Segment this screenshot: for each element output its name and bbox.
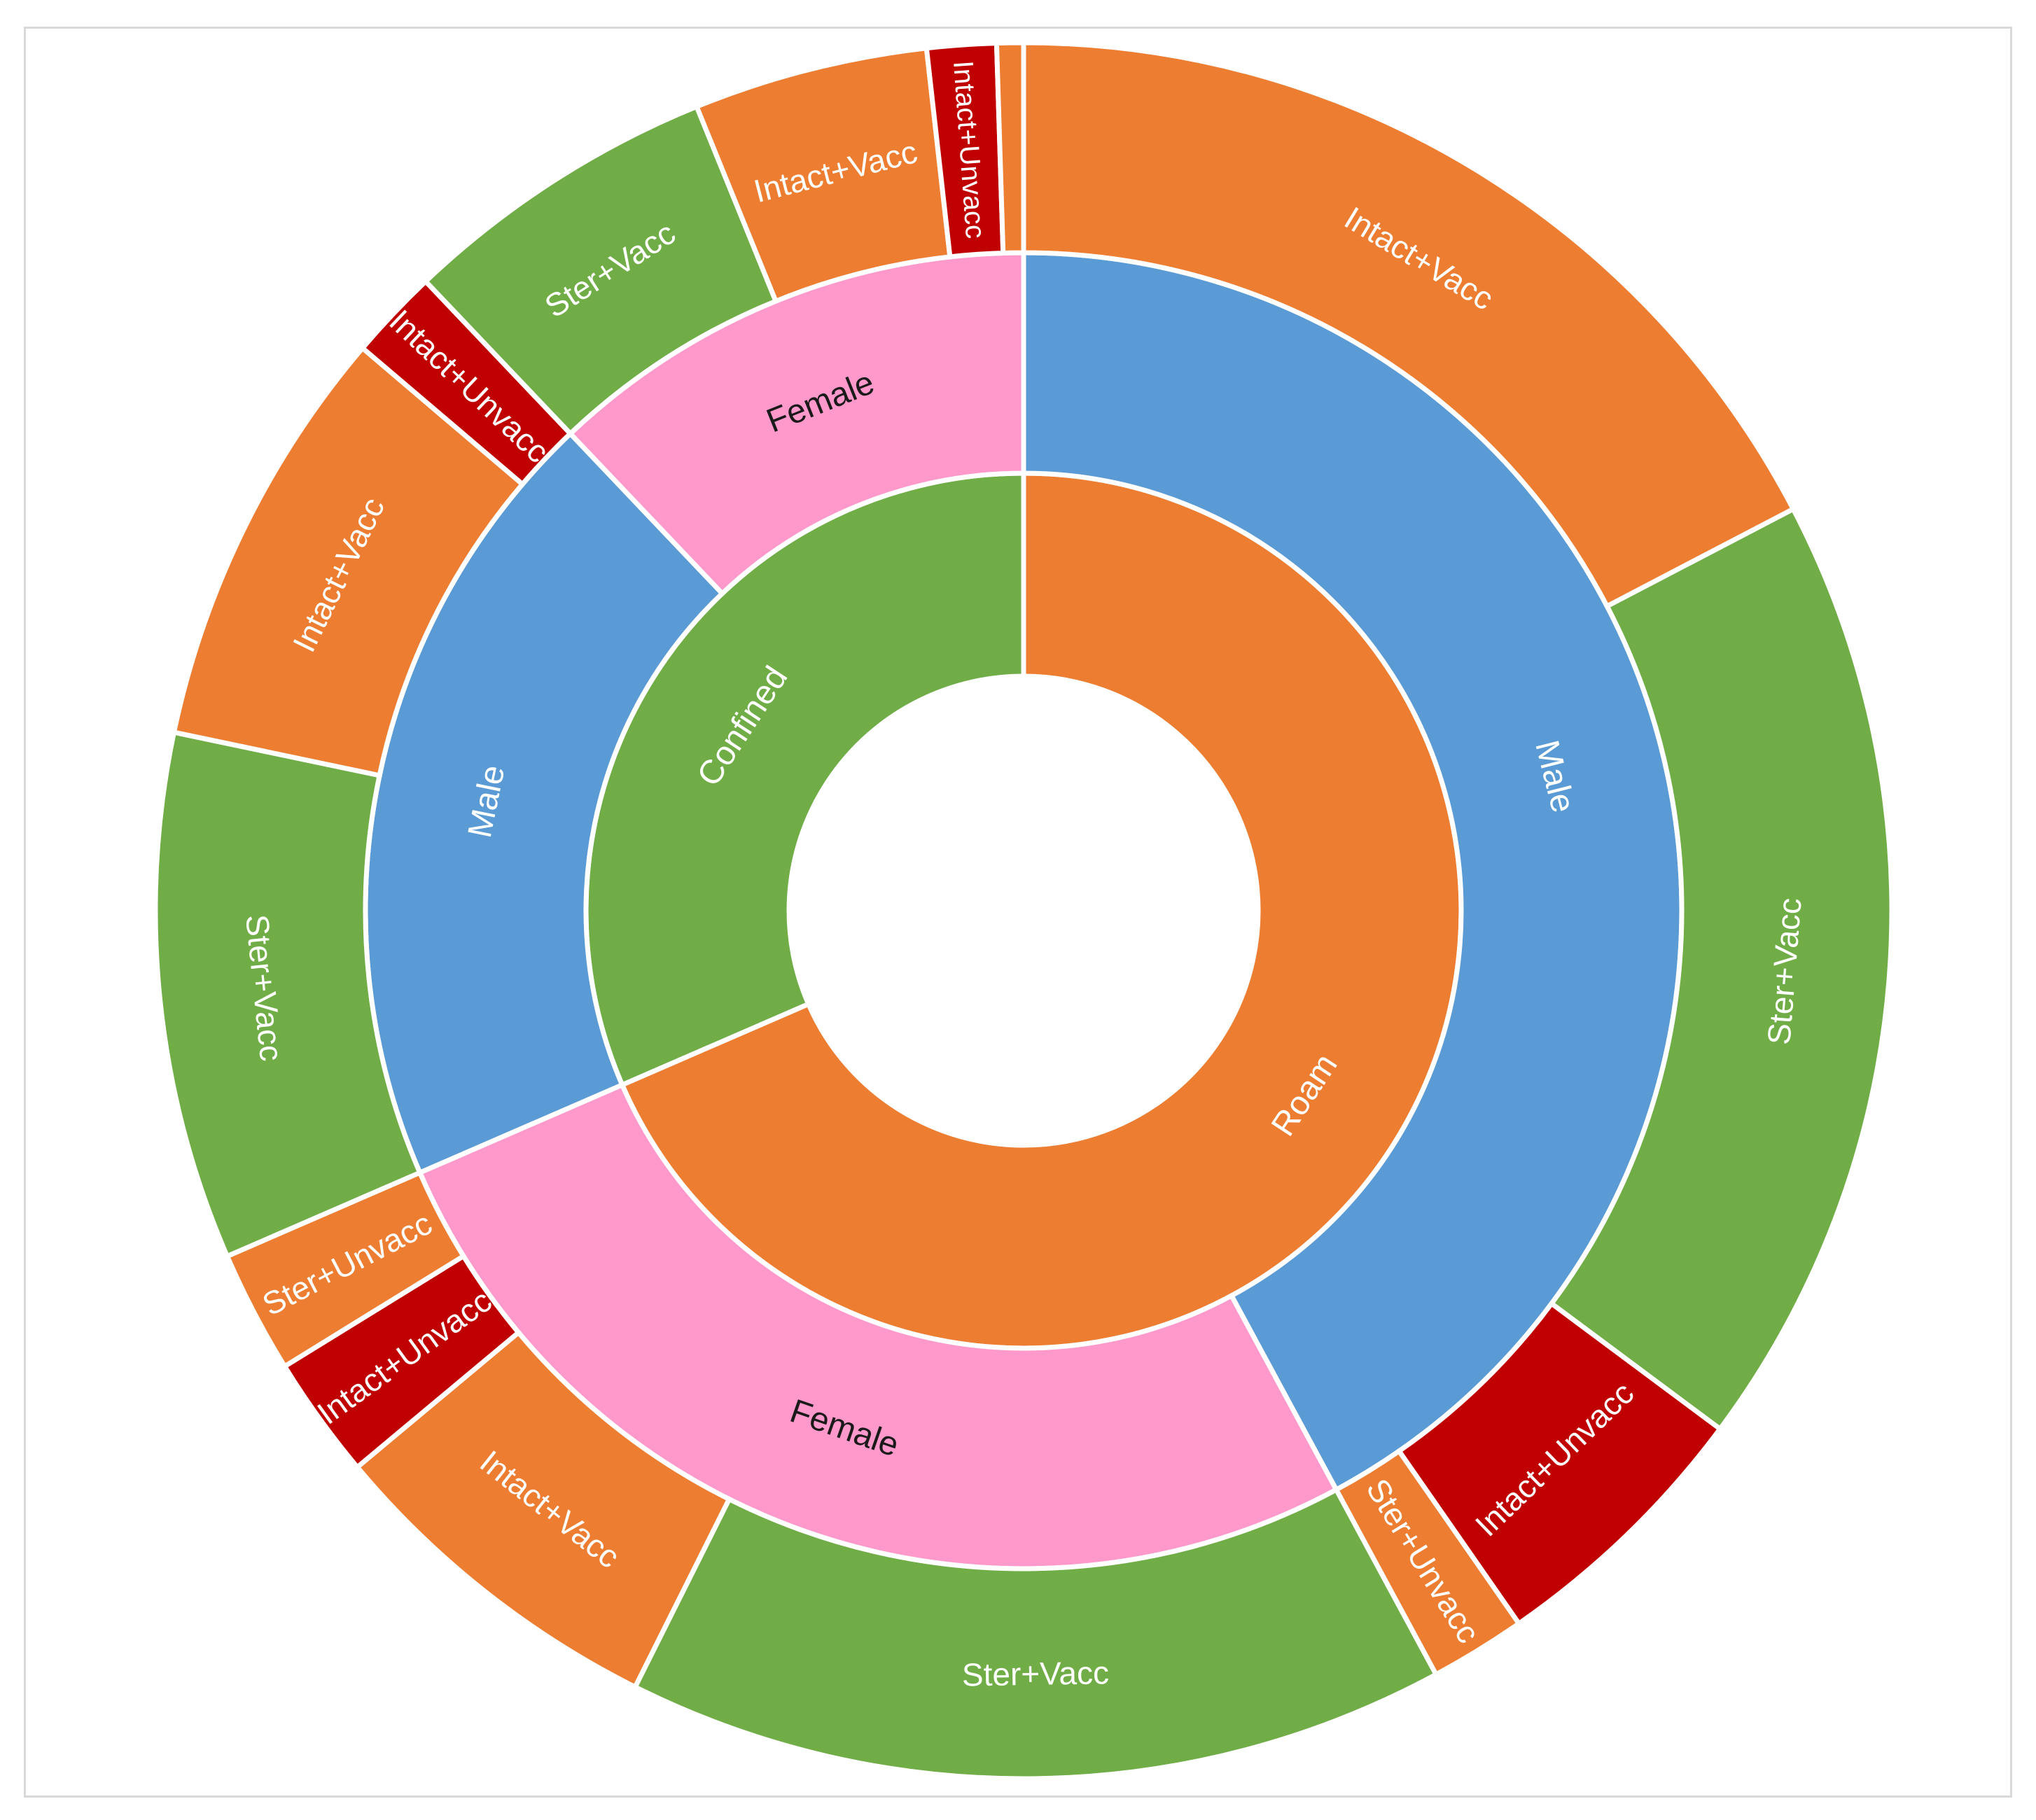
sunburst-segments — [153, 40, 1895, 1782]
segment-roam-female-ster-vacc — [632, 1486, 1439, 1782]
segment-roam-male-ster-vacc — [1548, 505, 1895, 1433]
segment-confined-female-other — [993, 40, 1026, 256]
label-roam-female-ster-vacc: Ster+Vacc — [962, 1654, 1110, 1693]
segment-roam-male-intact-vacc — [1021, 40, 1797, 610]
